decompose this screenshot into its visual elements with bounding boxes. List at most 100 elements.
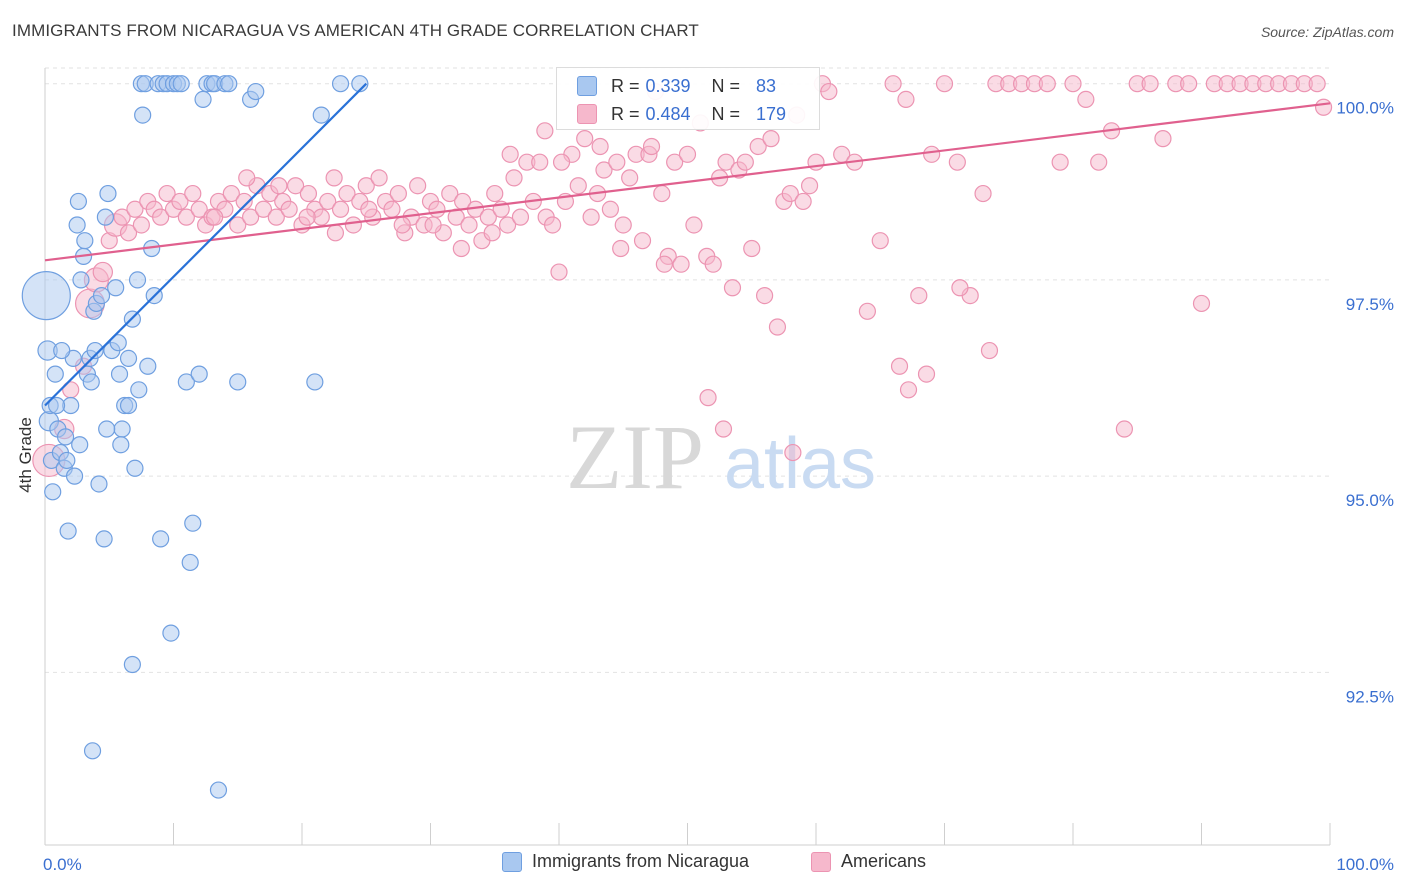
stats-n-value: 83 [756, 75, 777, 96]
nicaragua-point-10 [56, 428, 75, 446]
stats-r-value: 0.484 [645, 103, 691, 124]
american-point-63 [460, 216, 478, 234]
american-point-69 [499, 216, 517, 234]
nicaragua-point-70 [247, 82, 265, 101]
y-tick-label-1: 95.0% [1346, 491, 1394, 510]
nicaragua-point-6 [46, 365, 64, 383]
american-point-31 [254, 200, 273, 218]
american-point-35 [280, 200, 298, 218]
legend-item-americans[interactable]: Americans [811, 851, 926, 872]
american-point-97 [678, 145, 697, 163]
watermark: ZIP atlas [566, 406, 876, 508]
american-point-44 [338, 184, 356, 203]
american-point-66 [479, 208, 497, 226]
american-point-47 [357, 177, 375, 195]
nicaragua-point-56 [184, 514, 202, 532]
american-point-168 [655, 255, 673, 273]
tick-labels: 92.5% 95.0% 97.5% 100.0% 0.0% 100.0% [43, 99, 1394, 874]
american-point-124 [884, 75, 902, 93]
nicaragua-point-67 [83, 742, 102, 760]
american-point-108 [749, 137, 767, 156]
american-point-9 [113, 208, 131, 226]
american-point-144 [1141, 75, 1159, 93]
american-point-85 [601, 200, 620, 218]
nicaragua-point-50 [162, 624, 180, 642]
nicaragua-point-81 [112, 436, 130, 454]
nicaragua-point-14 [68, 216, 86, 234]
trend-lines [44, 82, 1331, 407]
y-axis-label: 4th Grade [16, 417, 35, 493]
points-americans [32, 75, 1333, 478]
nicaragua-point-58 [194, 90, 212, 108]
american-point-177 [393, 216, 411, 234]
american-point-181 [270, 177, 288, 195]
nicaragua-point-28 [99, 184, 117, 203]
american-point-180 [298, 208, 316, 226]
american-point-129 [948, 153, 966, 171]
american-point-43 [331, 200, 350, 218]
american-point-26 [222, 184, 240, 203]
american-point-29 [242, 208, 260, 226]
american-point-107 [743, 239, 761, 258]
nicaragua-point-11 [59, 522, 77, 540]
american-point-106 [736, 153, 754, 171]
nicaragua-point-77 [47, 396, 66, 415]
stats-n-label: N = [711, 75, 741, 96]
nicaragua-point-73 [331, 75, 350, 93]
american-point-33 [267, 208, 285, 226]
american-point-10 [119, 224, 138, 242]
stats-n-label: N = [711, 103, 741, 124]
american-point-11 [126, 200, 144, 218]
nicaragua-point-53 [172, 75, 190, 93]
legend-item-nicaragua[interactable]: Immigrants from Nicaragua [502, 851, 749, 872]
nicaragua-point-24 [90, 475, 108, 493]
nicaragua-point-80 [98, 420, 116, 438]
stats-swatch-nicaragua [577, 76, 597, 96]
american-point-60 [441, 184, 459, 203]
american-point-109 [755, 287, 774, 305]
nicaragua-point-71 [306, 373, 324, 391]
american-point-49 [370, 169, 388, 187]
american-point-42 [325, 169, 343, 187]
american-point-122 [858, 302, 877, 320]
nicaragua-point-18 [76, 232, 94, 250]
y-tick-label-0: 92.5% [1346, 687, 1394, 706]
american-point-145 [1154, 130, 1172, 148]
x-tick-label-max: 100.0% [1336, 855, 1394, 874]
american-point-18 [171, 192, 189, 211]
points-nicaragua [21, 75, 369, 799]
nicaragua-point-13 [65, 467, 84, 485]
nicaragua-point-25 [92, 287, 111, 305]
american-point-52 [389, 184, 407, 203]
stats-row-americans: R = 0.484 N = 179 [577, 101, 786, 127]
watermark-atlas: atlas [724, 424, 876, 504]
american-point-176 [424, 216, 442, 234]
x-tick-label-min: 0.0% [43, 855, 82, 874]
american-point-76 [543, 216, 562, 234]
american-point-161 [890, 357, 909, 375]
legend-label-nicaragua: Immigrants from Nicaragua [532, 851, 750, 871]
nicaragua-point-5 [44, 483, 62, 501]
american-point-45 [344, 216, 362, 234]
american-point-20 [184, 184, 202, 203]
american-point-27 [229, 216, 247, 234]
american-point-71 [511, 208, 530, 226]
stats-swatch-americans [577, 104, 597, 124]
american-point-86 [608, 153, 626, 171]
legend-label-americans: Americans [841, 851, 927, 871]
american-point-88 [621, 169, 639, 187]
american-point-41 [319, 192, 337, 211]
american-point-142 [1115, 420, 1134, 438]
american-point-93 [653, 184, 671, 203]
nicaragua-point-62 [209, 781, 228, 799]
nicaragua-point-74 [351, 75, 369, 93]
american-point-182 [238, 169, 256, 187]
nicaragua-point-38 [128, 271, 147, 289]
nicaragua-point-21 [82, 373, 100, 391]
american-point-163 [917, 365, 936, 383]
american-point-104 [723, 279, 742, 297]
trend-line-nicaragua [44, 82, 368, 407]
american-point-183 [206, 208, 224, 226]
stats-r-value: 0.339 [645, 75, 691, 96]
american-point-81 [576, 130, 594, 148]
